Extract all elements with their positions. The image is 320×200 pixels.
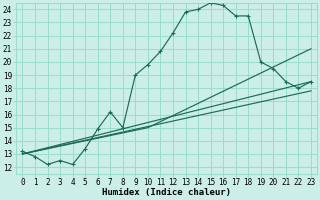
X-axis label: Humidex (Indice chaleur): Humidex (Indice chaleur) bbox=[102, 188, 231, 197]
